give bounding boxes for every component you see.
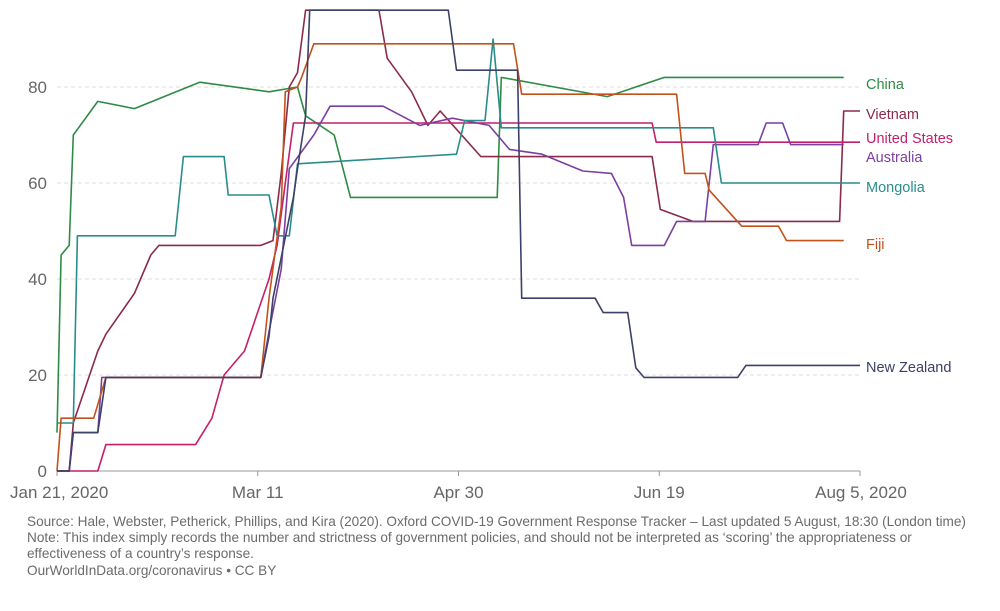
series-line-china xyxy=(56,76,844,433)
gridlines xyxy=(57,86,860,376)
credit-link[interactable]: OurWorldInData.org/coronavirus • CC BY xyxy=(27,562,277,578)
source-note: Source: Hale, Webster, Petherick, Philli… xyxy=(27,514,966,529)
y-tick-label: 40 xyxy=(28,270,47,289)
chart-footer: Source: Hale, Webster, Petherick, Philli… xyxy=(27,514,977,579)
y-tick-label: 60 xyxy=(28,174,47,193)
series-label-australia: Australia xyxy=(866,150,923,166)
series-line-fiji xyxy=(56,43,844,472)
x-tick-label: Jun 19 xyxy=(634,483,685,502)
series-line-new-zealand xyxy=(57,9,860,472)
x-tick-label: Apr 30 xyxy=(433,483,483,502)
y-tick-label: 80 xyxy=(28,78,47,97)
series-label-new-zealand: New Zealand xyxy=(866,360,951,376)
y-tick-label: 0 xyxy=(38,462,47,481)
x-tick-label: Mar 11 xyxy=(232,483,284,502)
series-line-vietnam xyxy=(57,9,860,472)
x-tick-label: Jan 21, 2020 xyxy=(10,483,108,502)
series-line-mongolia xyxy=(57,38,860,424)
methodology-note: Note: This index simply records the numb… xyxy=(27,530,912,562)
series-label-united-states: United States xyxy=(866,131,953,147)
x-axis: Jan 21, 2020 Mar 11 Apr 30 Jun 19 Aug 5, 202… xyxy=(10,470,907,502)
line-chart: 0 20 40 60 80 Jan 21, 2020 Mar 11 Apr 30 Jun 19… xyxy=(10,9,953,502)
series-line-united-states xyxy=(57,122,860,472)
y-tick-label: 20 xyxy=(28,366,47,385)
series-label-china: China xyxy=(866,77,905,93)
series-lines xyxy=(56,9,860,472)
series-line-australia xyxy=(57,105,844,472)
series-label-fiji: Fiji xyxy=(866,237,885,253)
series-labels: China Vietnam United States Australia Mongol… xyxy=(866,77,953,376)
x-tick-label: Aug 5, 2020 xyxy=(815,483,907,502)
series-label-mongolia: Mongolia xyxy=(866,180,926,196)
y-axis-tick-labels: 0 20 40 60 80 xyxy=(28,78,47,481)
series-label-vietnam: Vietnam xyxy=(866,107,919,123)
